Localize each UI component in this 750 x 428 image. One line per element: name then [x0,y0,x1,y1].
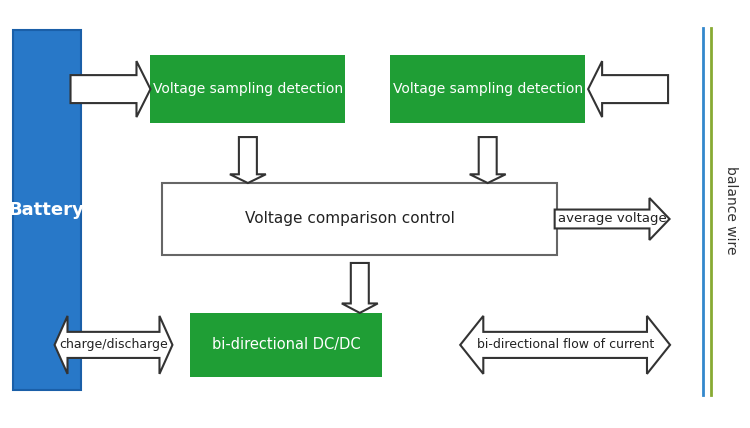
Polygon shape [470,137,506,183]
Polygon shape [555,198,670,240]
Text: Battery: Battery [9,201,85,219]
Polygon shape [163,183,557,255]
Text: Voltage sampling detection: Voltage sampling detection [393,82,583,96]
Polygon shape [55,316,173,374]
Polygon shape [190,313,382,377]
Text: average voltage: average voltage [558,212,667,226]
Polygon shape [230,137,266,183]
Polygon shape [151,55,345,123]
Text: bi-directional DC/DC: bi-directional DC/DC [212,337,361,352]
Text: balance wire: balance wire [724,166,738,254]
Polygon shape [13,30,80,390]
Polygon shape [390,55,585,123]
Polygon shape [342,263,378,313]
Text: bi-directional flow of current: bi-directional flow of current [476,339,654,351]
Polygon shape [70,61,151,117]
Text: Voltage comparison control: Voltage comparison control [244,211,454,226]
Text: Voltage sampling detection: Voltage sampling detection [153,82,343,96]
Polygon shape [588,61,668,117]
Polygon shape [460,316,670,374]
Text: charge/discharge: charge/discharge [59,339,168,351]
